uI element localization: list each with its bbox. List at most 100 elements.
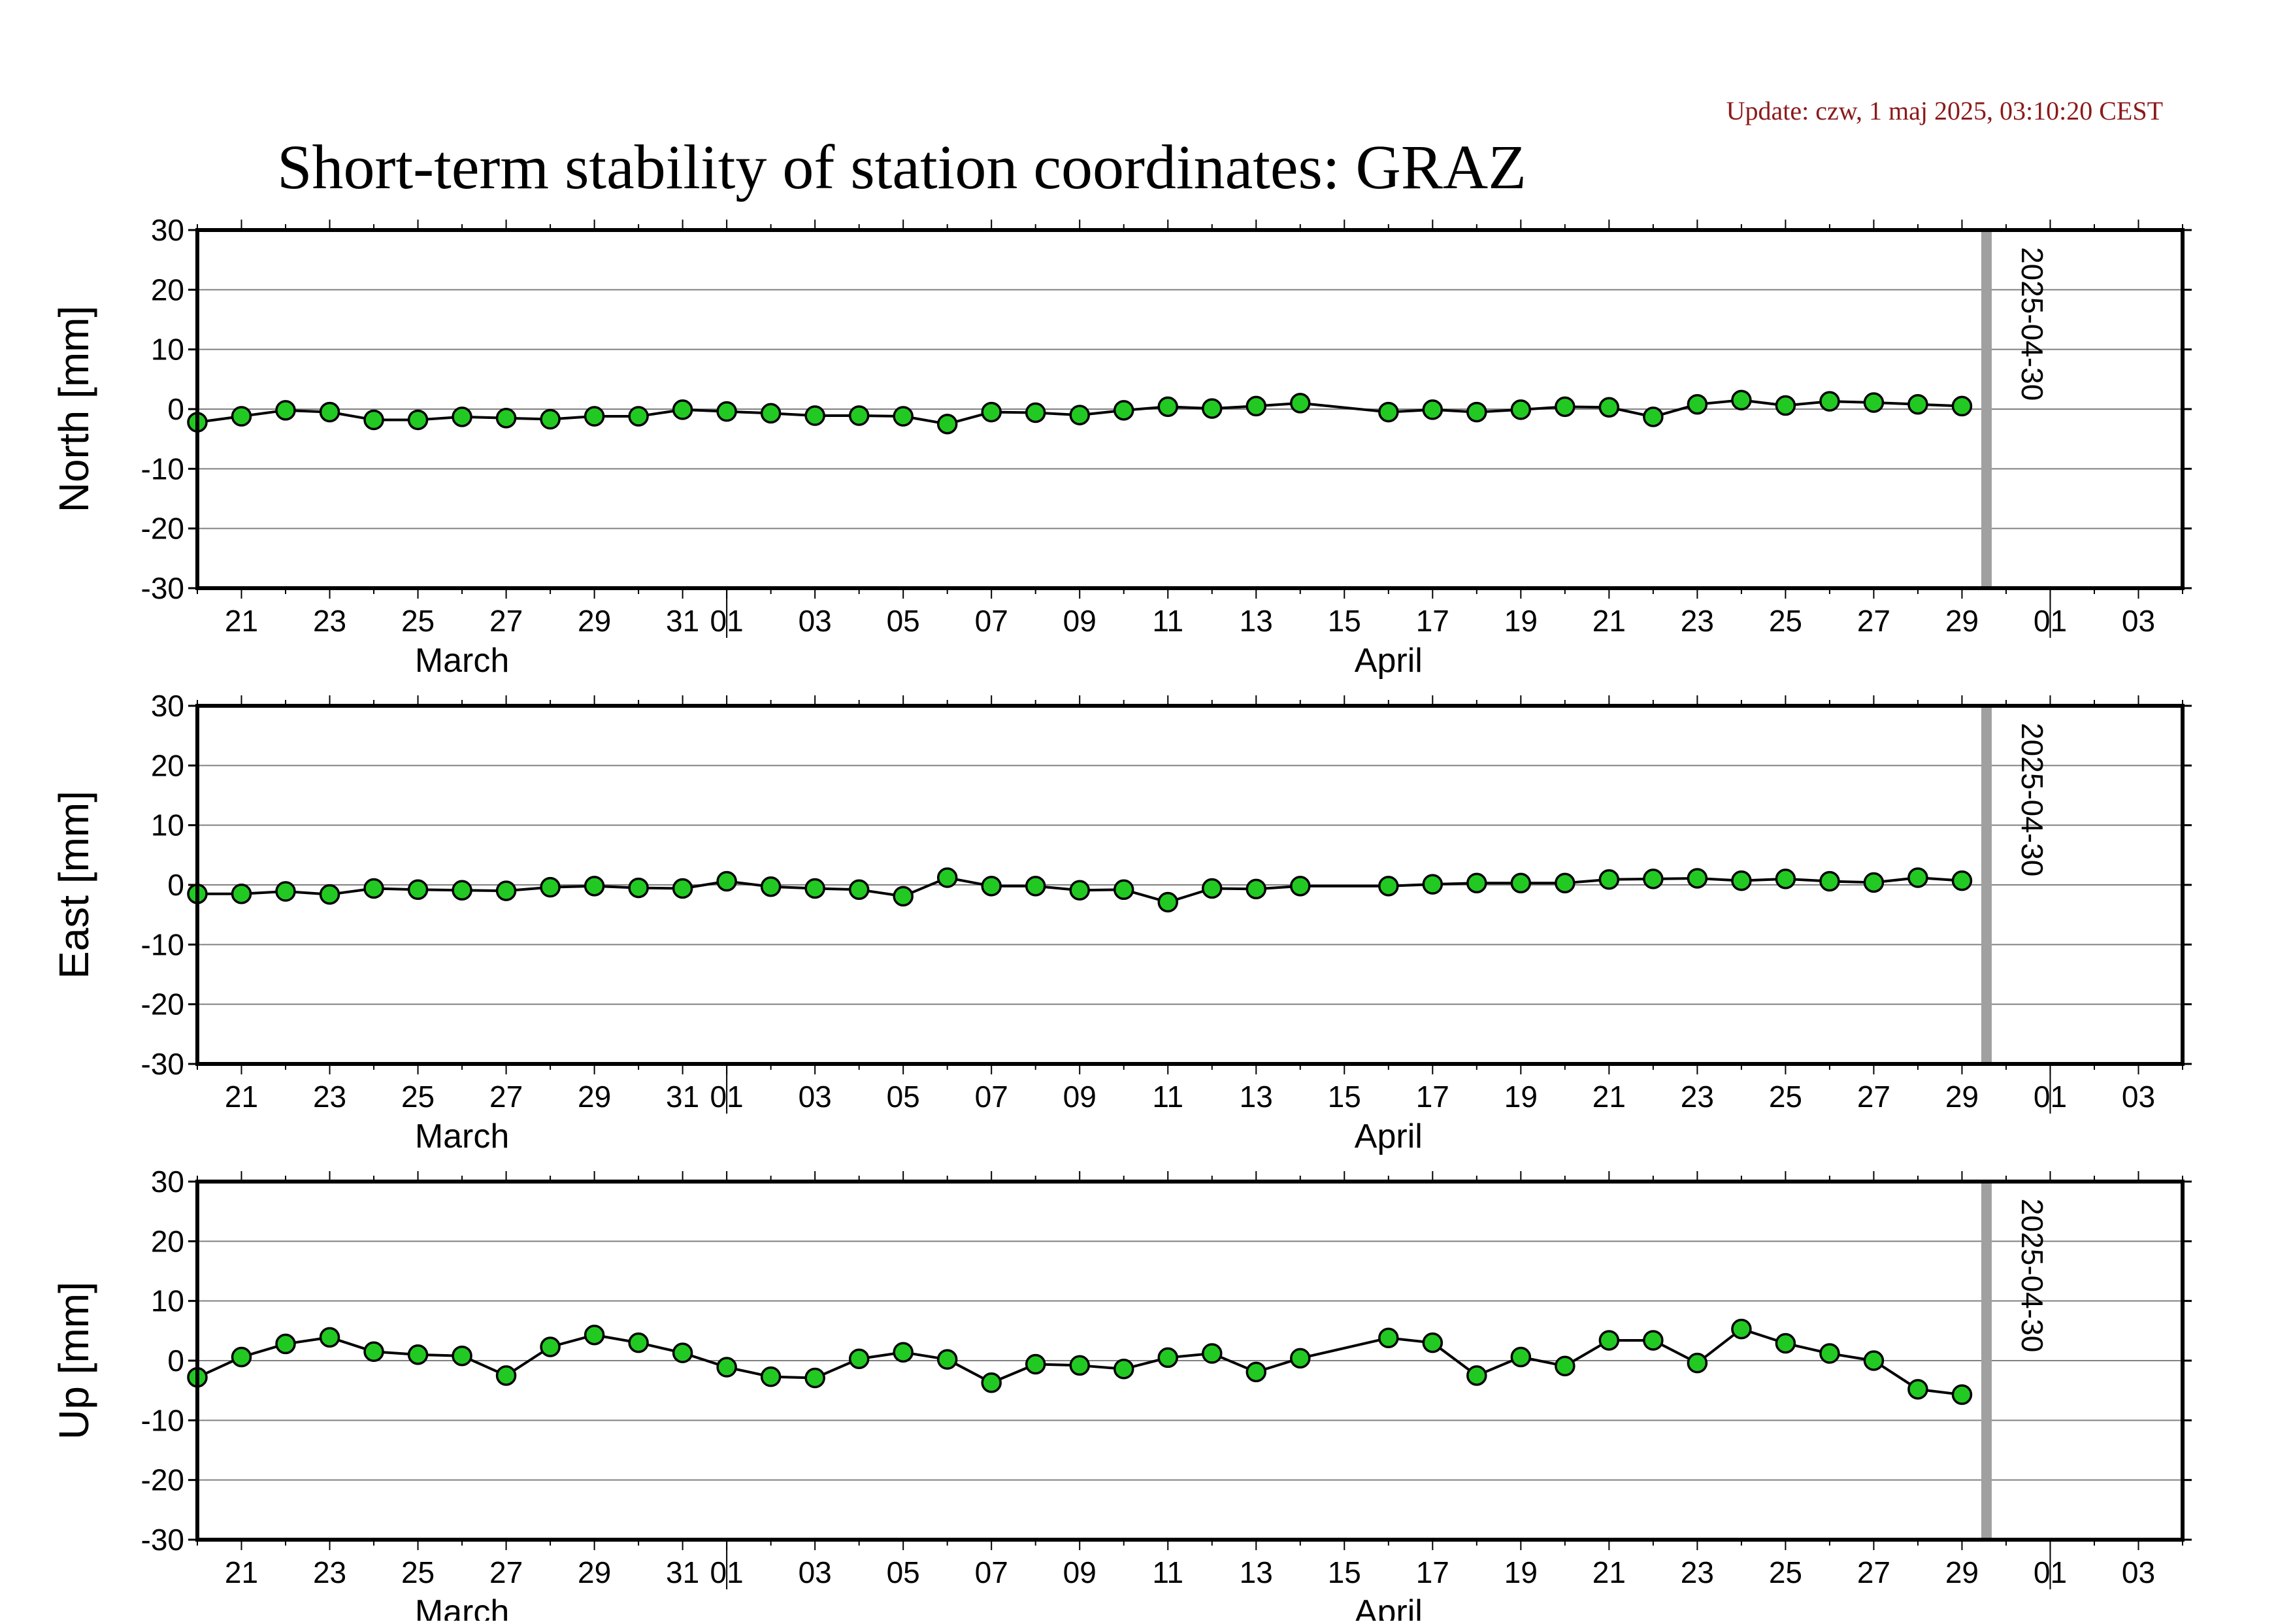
data-point	[628, 877, 649, 899]
y-axis-label: Up [mm]	[50, 1282, 97, 1440]
data-point	[1643, 406, 1664, 427]
data-point	[1907, 867, 1928, 888]
x-tick-label: 27	[1857, 1555, 1890, 1589]
x-tick-label: 21	[1592, 1555, 1626, 1589]
x-tick-label: 13	[1240, 1080, 1273, 1114]
data-point	[1598, 397, 1620, 418]
x-tick-label: 29	[1945, 604, 1979, 638]
y-tick-label: 10	[151, 1284, 184, 1318]
data-point	[1290, 1348, 1311, 1369]
data-point	[1202, 1343, 1223, 1364]
x-tick-label: 15	[1328, 1080, 1361, 1114]
data-point	[936, 414, 958, 435]
plot-frame	[195, 1180, 2185, 1542]
x-tick-label: 25	[1769, 604, 1802, 638]
data-point	[1378, 876, 1399, 897]
data-point	[452, 1345, 472, 1367]
data-point	[804, 878, 825, 899]
x-tick-label: 21	[1592, 1080, 1626, 1114]
data-point	[275, 881, 296, 902]
y-tick-label: 0	[167, 1344, 184, 1378]
series-line	[197, 1327, 1962, 1397]
y-axis-label: East [mm]	[50, 791, 97, 979]
data-point	[1466, 401, 1487, 423]
data-point	[540, 1336, 561, 1357]
x-tick-label: 31	[666, 1555, 699, 1589]
data-point	[1643, 1330, 1664, 1351]
data-point	[1290, 876, 1311, 897]
data-point	[1025, 876, 1046, 897]
x-tick-label: 29	[578, 1555, 611, 1589]
x-tick-label: 29	[578, 1080, 611, 1114]
data-point	[1863, 872, 1885, 893]
plot-frame	[195, 704, 2185, 1066]
data-point	[1555, 872, 1575, 894]
x-tick-label: 03	[799, 604, 832, 638]
data-point	[1951, 1384, 1973, 1405]
x-tick-label: 07	[975, 1555, 1008, 1589]
update-timestamp: Update: czw, 1 maj 2025, 03:10:20 CEST	[1726, 96, 2163, 125]
x-tick-label: 23	[1681, 1555, 1714, 1589]
chart-panel-1: 30 20 10 0 -10 -20 -30 North [mm] 21 23 25 27 29 31 01…	[50, 213, 2192, 680]
data-point	[495, 407, 517, 429]
y-tick-label: -10	[141, 452, 184, 486]
data-point	[1643, 869, 1664, 889]
data-point	[848, 879, 870, 901]
data-point	[1466, 1365, 1487, 1386]
data-point	[1510, 872, 1532, 894]
data-point	[275, 400, 296, 421]
data-point	[452, 406, 472, 427]
data-point	[804, 405, 825, 426]
y-tick-label: -30	[141, 571, 184, 605]
data-point	[1555, 396, 1575, 418]
y-tick-label: 30	[151, 689, 184, 723]
data-point	[672, 399, 693, 420]
data-point	[319, 1327, 340, 1348]
data-point	[1422, 874, 1443, 895]
month-label: March	[415, 1593, 509, 1621]
data-point	[760, 876, 782, 897]
data-point	[1378, 1327, 1399, 1349]
x-tick-label: 03	[799, 1555, 832, 1589]
month-label: April	[1355, 1118, 1423, 1155]
data-point	[1157, 891, 1178, 913]
data-point	[716, 401, 737, 422]
date-marker-label: 2025-04-30	[2015, 247, 2049, 401]
y-tick-label: 0	[167, 392, 184, 426]
x-tick-label: 25	[401, 1080, 435, 1114]
series-line	[197, 876, 1962, 904]
data-point	[1378, 401, 1399, 423]
y-tick-label: -10	[141, 927, 184, 961]
data-point	[540, 876, 561, 898]
data-point	[716, 870, 737, 892]
data-point	[275, 1333, 296, 1355]
data-point	[1907, 1379, 1928, 1400]
x-tick-label: 01	[710, 1555, 744, 1589]
x-tick-label: 23	[313, 604, 346, 638]
data-point	[848, 1348, 870, 1370]
data-point	[1202, 398, 1223, 419]
data-point	[1245, 878, 1267, 900]
data-point	[893, 886, 914, 907]
data-point	[1157, 1347, 1178, 1368]
data-point	[319, 884, 340, 905]
x-tick-label: 23	[313, 1555, 346, 1589]
data-point	[936, 867, 958, 888]
data-point	[363, 1341, 384, 1363]
plot-frame	[195, 228, 2185, 590]
data-point	[1907, 393, 1928, 415]
x-tick-label: 05	[887, 1080, 920, 1114]
data-point	[1819, 391, 1840, 412]
data-point	[893, 406, 914, 427]
x-tick-label: 31	[666, 1080, 699, 1114]
data-point	[1687, 1352, 1708, 1374]
data-point	[584, 876, 605, 897]
x-tick-label: 15	[1328, 1555, 1361, 1589]
chart-panel-3: 30 20 10 0 -10 -20 -30 Up [mm] 21 23 25 27 29 31 01 03 0…	[50, 1165, 2192, 1624]
data-point	[1245, 1361, 1267, 1383]
data-point	[628, 1332, 649, 1353]
y-tick-label: 30	[151, 1165, 184, 1199]
data-point	[628, 406, 649, 427]
data-point	[1069, 1355, 1090, 1376]
